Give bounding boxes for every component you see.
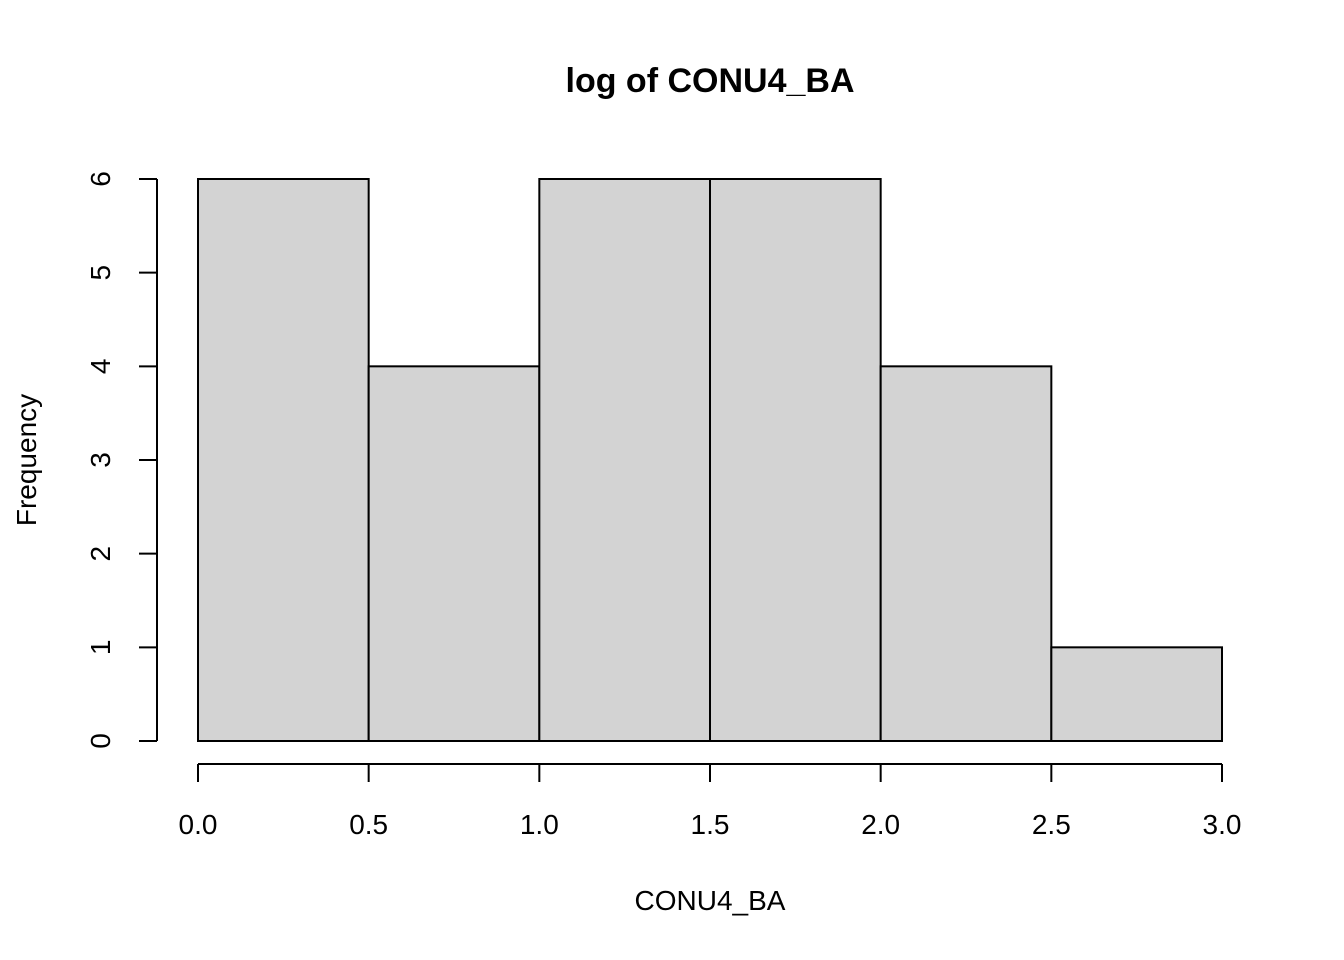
- y-tick-label-5: 5: [85, 265, 116, 281]
- x-tick-label-4: 2.0: [861, 809, 900, 840]
- bars-group: [197, 178, 1224, 742]
- x-tick-label-3: 1.5: [691, 809, 730, 840]
- y-tick-label-1: 1: [85, 640, 116, 656]
- y-tick-label-6: 6: [85, 171, 116, 187]
- histogram-bar-3: [709, 178, 882, 742]
- y-tick-label-4: 4: [85, 359, 116, 375]
- x-axis: 0.0 0.5 1.0 1.5 2.0 2.5 3.0: [179, 763, 1242, 840]
- x-axis-label: CONU4_BA: [635, 885, 786, 916]
- y-tick-label-0: 0: [85, 733, 116, 749]
- y-tick-label-3: 3: [85, 452, 116, 468]
- y-axis-label: Frequency: [11, 394, 42, 526]
- histogram-bar-2: [538, 178, 711, 742]
- histogram-bar-0: [197, 178, 370, 742]
- histogram-bar-1: [367, 365, 541, 742]
- y-axis: 0 1 2 3 4 5 6: [85, 171, 158, 749]
- histogram-bar-5: [1050, 646, 1224, 742]
- chart-title: log of CONU4_BA: [566, 62, 855, 100]
- x-tick-label-0: 0.0: [179, 809, 218, 840]
- x-tick-label-2: 1.0: [520, 809, 559, 840]
- histogram-bar-4: [879, 365, 1053, 742]
- x-tick-label-6: 3.0: [1203, 809, 1242, 840]
- x-tick-label-5: 2.5: [1032, 809, 1071, 840]
- x-tick-label-1: 0.5: [349, 809, 388, 840]
- y-tick-label-2: 2: [85, 546, 116, 562]
